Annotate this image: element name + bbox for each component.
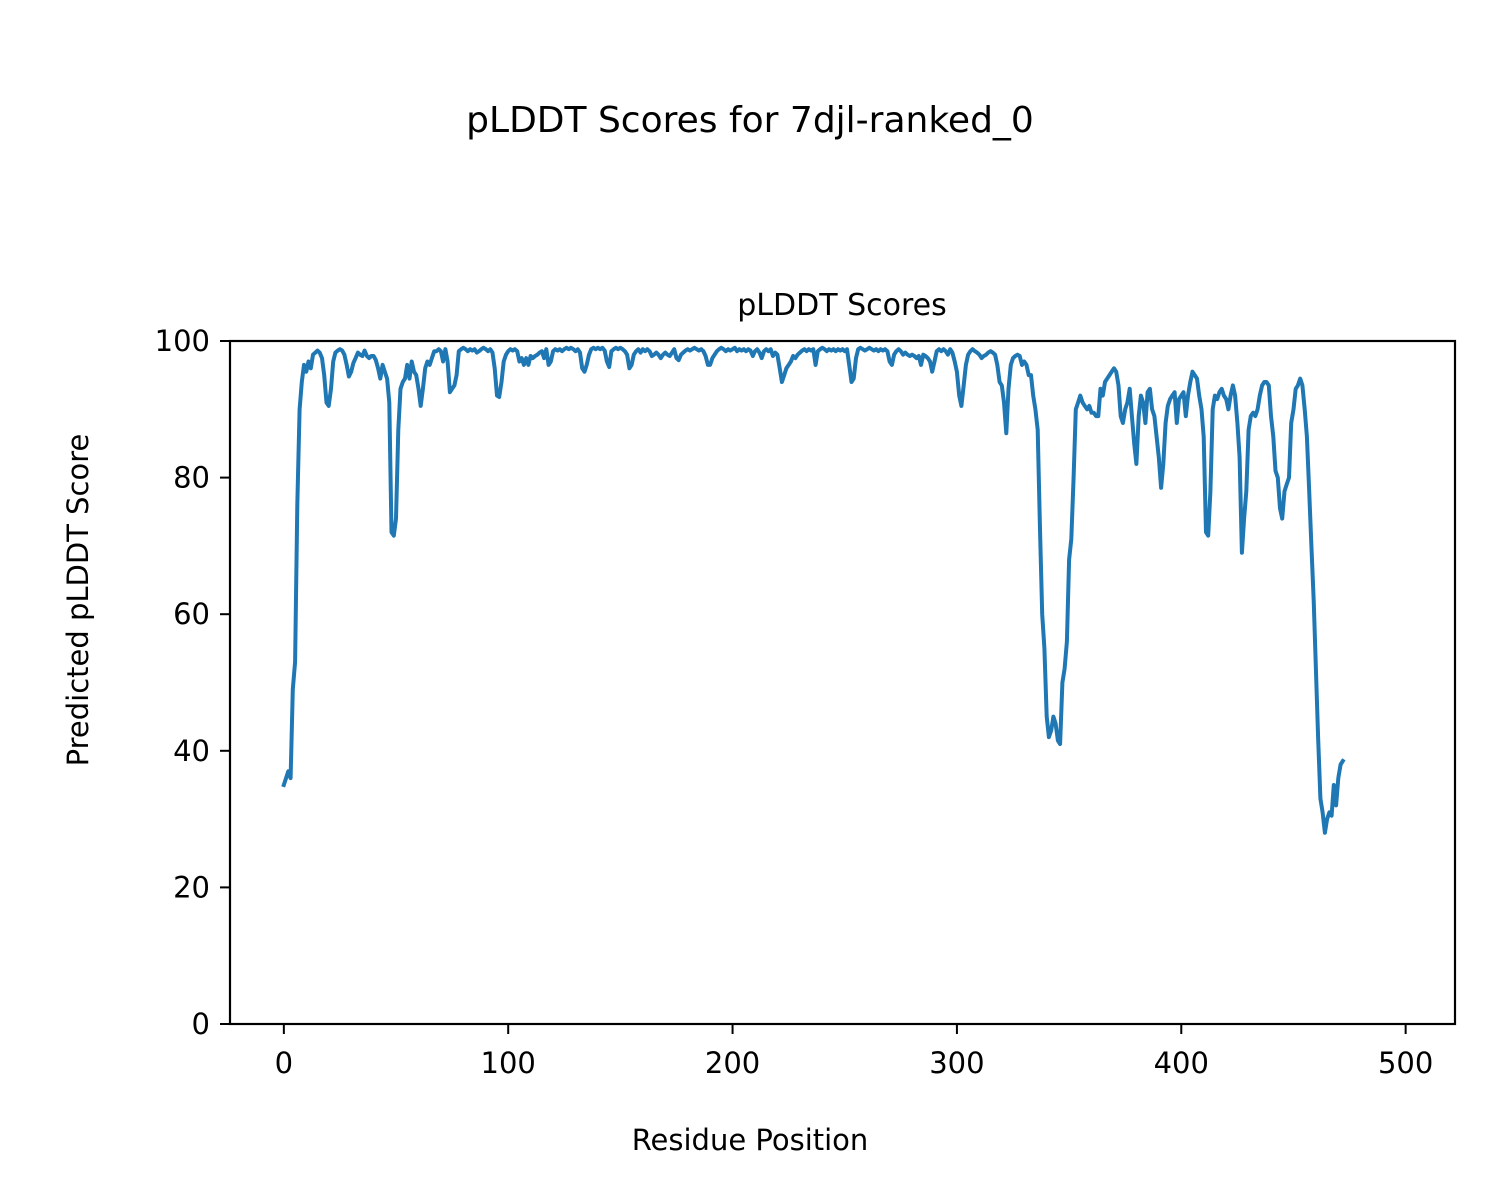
y-axis-label: Predicted pLDDT Score bbox=[61, 434, 95, 767]
x-tick-label: 0 bbox=[275, 1046, 293, 1080]
x-tick-label: 400 bbox=[1154, 1046, 1209, 1080]
x-tick-label: 500 bbox=[1378, 1046, 1433, 1080]
x-axis-label: Residue Position bbox=[632, 1123, 869, 1157]
plot-area-frame bbox=[228, 339, 1457, 1026]
y-axis-ticks: 0 20 40 60 80 100 bbox=[155, 324, 230, 1041]
x-tick-label: 100 bbox=[481, 1046, 536, 1080]
y-tick-label: 40 bbox=[173, 734, 210, 768]
figure-suptitle: pLDDT Scores for 7djl-ranked_0 bbox=[466, 100, 1034, 141]
chart-title: pLDDT Scores bbox=[737, 288, 946, 323]
y-tick-label: 0 bbox=[192, 1007, 210, 1041]
y-tick-label: 80 bbox=[173, 461, 210, 495]
y-tick-label: 20 bbox=[173, 870, 210, 904]
x-tick-label: 300 bbox=[929, 1046, 984, 1080]
x-axis-ticks: 0 100 200 300 400 500 bbox=[275, 1024, 1433, 1080]
y-tick-label: 100 bbox=[155, 324, 210, 358]
x-tick-label: 200 bbox=[705, 1046, 760, 1080]
pLDDT-series-line bbox=[281, 345, 1346, 835]
y-tick-label: 60 bbox=[173, 597, 210, 631]
